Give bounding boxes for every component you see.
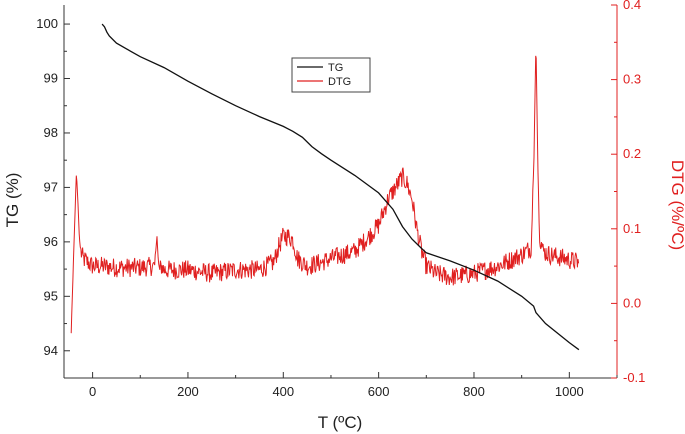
y-left-tick-label: 100 [36, 16, 58, 31]
y-right-tick-label: 0.0 [623, 295, 641, 310]
x-tick-label: 1000 [555, 384, 584, 399]
series-layer [70, 23, 580, 351]
legend-label-dtg: DTG [328, 76, 351, 88]
y-axis-title-left: TG (%) [3, 173, 22, 228]
y-right-tick-label: -0.1 [623, 370, 645, 385]
series-line-tg [101, 23, 580, 351]
y-right-tick-label: 0.4 [623, 0, 641, 12]
series-line-dtg [70, 55, 580, 334]
axes-layer: 0 200 400 600 800 1000 94 95 96 97 98 99 100 -0.1 0.0 0… [36, 0, 645, 399]
x-axis-title: T (ºC) [318, 413, 363, 432]
legend-label-tg: TG [328, 62, 343, 74]
legend: TG DTG [291, 57, 371, 93]
y-right-tick-label: 0.1 [623, 221, 641, 236]
y-right-tick-label: 0.3 [623, 72, 641, 87]
y-left-tick-label: 97 [44, 179, 58, 194]
y-left-tick-label: 96 [44, 234, 58, 249]
x-tick-label: 400 [272, 384, 294, 399]
y-left-tick-label: 99 [44, 71, 58, 86]
legend-box [291, 57, 371, 93]
y-left-tick-label: 95 [44, 288, 58, 303]
y-left-tick-label: 94 [44, 343, 58, 358]
x-tick-label: 200 [177, 384, 199, 399]
x-tick-label: 800 [463, 384, 485, 399]
x-tick-label: 0 [89, 384, 96, 399]
y-left-tick-label: 98 [44, 125, 58, 140]
y-axis-title-right: DTG (%/ºC) [668, 160, 685, 250]
x-tick-label: 600 [368, 384, 390, 399]
y-right-tick-label: 0.2 [623, 146, 641, 161]
